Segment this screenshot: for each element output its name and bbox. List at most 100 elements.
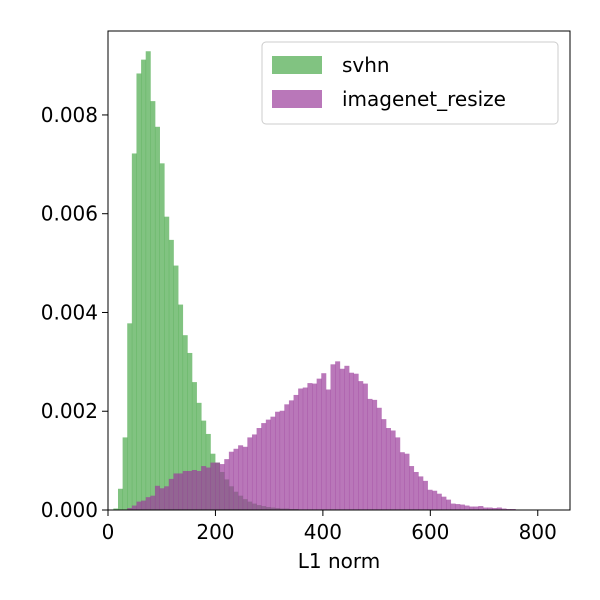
- bar: [427, 489, 433, 510]
- bar: [136, 501, 142, 510]
- bar: [215, 462, 221, 510]
- bars-layer: [113, 51, 535, 511]
- bar: [459, 504, 465, 510]
- bar: [335, 361, 341, 510]
- plot-frame: [107, 30, 571, 511]
- x-tick-label: 0: [102, 520, 115, 544]
- bar: [247, 437, 253, 510]
- bar: [168, 478, 174, 510]
- y-tick-label: 0.002: [41, 399, 98, 423]
- bar: [251, 434, 257, 510]
- bar: [154, 485, 160, 510]
- bar: [409, 466, 415, 510]
- bar: [122, 437, 128, 510]
- bar: [325, 389, 331, 510]
- bar: [372, 399, 378, 510]
- bar: [261, 423, 267, 510]
- bar: [196, 470, 202, 510]
- bar: [113, 508, 119, 510]
- bar: [390, 430, 396, 510]
- bar: [316, 378, 322, 510]
- x-tick-label: 600: [411, 520, 449, 544]
- bar: [339, 368, 345, 510]
- bar: [191, 470, 197, 510]
- bar: [418, 476, 424, 510]
- bar: [242, 446, 248, 510]
- series-imagenet-resize: [127, 361, 535, 510]
- bar: [159, 488, 165, 510]
- bar: [492, 508, 498, 510]
- bar: [154, 126, 160, 511]
- bar: [117, 488, 124, 510]
- bar: [187, 470, 193, 510]
- bar: [450, 503, 456, 510]
- legend-label: imagenet_resize: [342, 87, 506, 111]
- legend-swatch: [272, 56, 322, 74]
- legend: svhn imagenet_resize: [261, 41, 559, 125]
- bar: [362, 383, 368, 510]
- bar: [168, 239, 174, 511]
- bar: [298, 388, 304, 510]
- bar: [228, 451, 234, 510]
- bar: [164, 486, 170, 510]
- bar: [367, 398, 373, 510]
- bar: [482, 507, 488, 510]
- bar: [501, 508, 507, 510]
- bar: [191, 382, 197, 510]
- bar: [436, 493, 442, 510]
- bar: [473, 506, 479, 510]
- bar: [205, 467, 211, 510]
- bar: [182, 335, 188, 510]
- bar: [399, 452, 405, 510]
- bar: [150, 495, 156, 510]
- bar: [358, 381, 364, 510]
- bar: [413, 471, 419, 510]
- bar: [478, 506, 484, 510]
- bar: [265, 419, 271, 510]
- bar: [145, 497, 151, 510]
- bar: [284, 404, 290, 510]
- legend-box: [261, 41, 559, 125]
- bar: [487, 507, 493, 510]
- y-tick-label: 0.000: [41, 498, 98, 522]
- bar: [279, 410, 285, 510]
- bar: [164, 216, 170, 510]
- bar: [395, 437, 401, 510]
- bar: [275, 411, 281, 510]
- bar: [187, 352, 193, 510]
- bar: [141, 59, 147, 510]
- legend-swatch: [272, 90, 322, 108]
- bar: [422, 480, 428, 510]
- bar: [293, 394, 299, 510]
- bar: [312, 383, 318, 510]
- bar: [201, 420, 207, 510]
- bar: [288, 400, 294, 510]
- bar: [127, 508, 133, 510]
- bar: [469, 506, 475, 510]
- bar: [270, 416, 276, 510]
- bar: [496, 507, 502, 510]
- bar: [455, 504, 461, 510]
- bar: [224, 459, 230, 510]
- bar: [344, 365, 350, 510]
- bar: [127, 323, 133, 510]
- bar: [353, 373, 359, 510]
- bar: [256, 428, 262, 510]
- bar: [219, 464, 225, 510]
- bar: [201, 466, 207, 510]
- bar: [159, 163, 165, 510]
- bar: [238, 445, 244, 510]
- bar: [178, 304, 184, 510]
- bar: [464, 505, 470, 510]
- x-axis-label: L1 norm: [298, 549, 381, 573]
- bar: [446, 499, 452, 510]
- x-axis: 0 200 400 600 800: [102, 510, 557, 544]
- bar: [321, 373, 327, 510]
- bar: [381, 419, 387, 510]
- bar: [150, 101, 156, 511]
- bar: [385, 428, 391, 510]
- bar: [182, 470, 188, 510]
- bar: [173, 473, 179, 510]
- bar: [131, 505, 137, 510]
